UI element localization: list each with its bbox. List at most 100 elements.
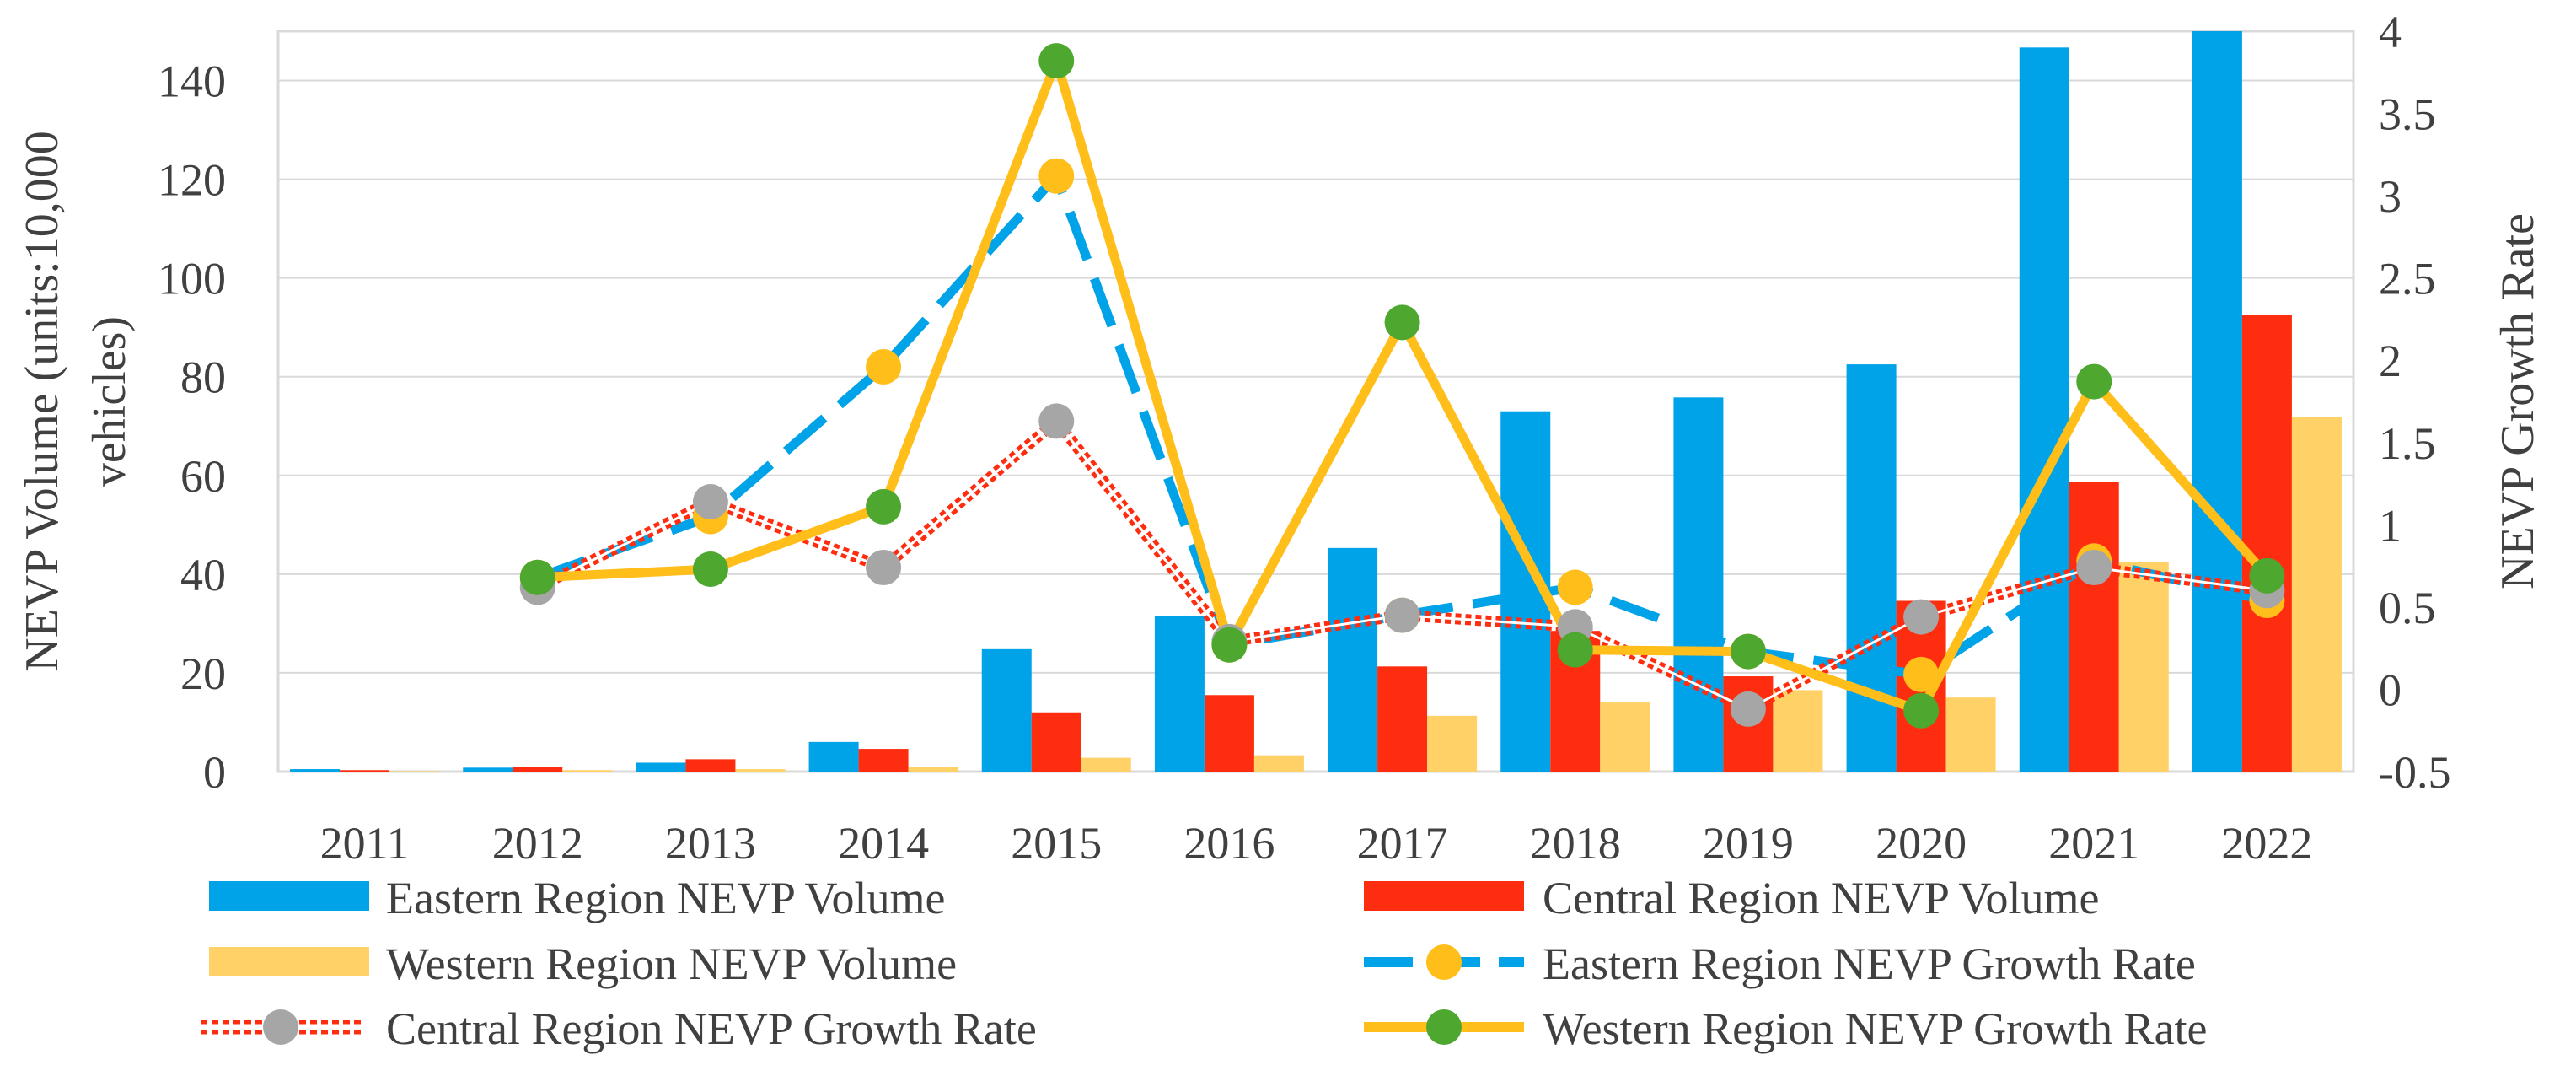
legend-marker-central-growth — [263, 1009, 298, 1045]
y-left-tick-label: 80 — [180, 352, 226, 403]
marker-eastern-growth-2015 — [1038, 158, 1075, 194]
marker-western-growth-2014 — [866, 488, 902, 525]
legend-label-eastern-growth: Eastern Region NEVP Growth Rate — [1543, 939, 2196, 989]
bar-western-2014 — [908, 767, 958, 772]
bar-western-2022 — [2291, 417, 2342, 772]
legend-item-eastern-volume: Eastern Region NEVP Volume — [209, 873, 945, 923]
legend-label-central-growth: Central Region NEVP Growth Rate — [386, 1003, 1037, 1054]
y-left-tick-label: 60 — [180, 451, 226, 502]
bar-central-2011 — [340, 770, 390, 772]
legend-item-central-growth: Central Region NEVP Growth Rate — [201, 1003, 1037, 1054]
marker-central-growth-2017 — [1384, 597, 1420, 633]
y-right-tick-label: 1.5 — [2379, 418, 2436, 469]
marker-western-growth-2018 — [1557, 632, 1593, 668]
marker-central-growth-2021 — [2076, 550, 2112, 586]
y-right-tick-label: -0.5 — [2379, 747, 2450, 798]
x-tick-label: 2015 — [1011, 818, 1102, 869]
marker-central-growth-2015 — [1038, 403, 1075, 439]
bar-central-2016 — [1204, 695, 1254, 772]
marker-central-growth-2013 — [692, 484, 728, 520]
line-central-growth — [534, 413, 2268, 716]
y-right-title: NEVP Growth Rate — [2492, 213, 2544, 589]
bar-western-2019 — [1773, 690, 1823, 772]
legend: Eastern Region NEVP Volume Central Regio… — [201, 873, 2208, 1054]
x-tick-label: 2011 — [320, 818, 410, 869]
x-tick-label: 2018 — [1530, 818, 1621, 869]
marker-eastern-growth-2020 — [1903, 656, 1940, 692]
y-right-tick-label: 3 — [2379, 171, 2402, 222]
legend-label-central-volume: Central Region NEVP Volume — [1543, 873, 2099, 923]
marker-central-growth-2019 — [1730, 691, 1766, 727]
bar-western-2020 — [1945, 697, 1996, 772]
x-tick-label: 2017 — [1357, 818, 1448, 869]
marker-eastern-growth-2014 — [866, 349, 902, 385]
legend-item-eastern-growth: Eastern Region NEVP Growth Rate — [1364, 939, 2196, 989]
bar-western-2021 — [2118, 562, 2169, 772]
x-tick-label: 2020 — [1876, 818, 1967, 869]
y-right-tick-label: 0 — [2379, 664, 2402, 715]
legend-swatch-eastern-volume — [209, 881, 369, 911]
bar-central-2017 — [1377, 666, 1428, 772]
bar-eastern-2011 — [290, 769, 341, 772]
x-tick-label: 2014 — [838, 818, 929, 869]
right-axis-ticks: -0.5 0 0.5 1 1.5 2 2.5 3 3.5 4 — [2379, 7, 2450, 798]
legend-item-western-volume: Western Region NEVP Volume — [209, 939, 957, 989]
x-tick-label: 2019 — [1703, 818, 1794, 869]
bar-central-2012 — [513, 767, 563, 772]
bar-central-2015 — [1031, 712, 1081, 772]
x-axis-ticks: 2011 2012 2013 2014 2015 2016 2017 2018 2019 2020… — [320, 818, 2313, 869]
marker-western-growth-2019 — [1730, 633, 1766, 670]
y-left-tick-label: 40 — [180, 550, 226, 600]
bar-eastern-2015 — [981, 648, 1032, 772]
bar-eastern-2021 — [2019, 47, 2069, 772]
growth-lines — [519, 43, 2285, 729]
marker-western-growth-2020 — [1903, 692, 1940, 729]
bar-eastern-2016 — [1154, 616, 1205, 772]
x-tick-label: 2022 — [2221, 818, 2312, 869]
marker-western-growth-2016 — [1211, 627, 1248, 663]
marker-western-growth-2017 — [1384, 304, 1420, 341]
y-left-tick-label: 100 — [158, 254, 226, 304]
y-left-title-line2: vehicles) — [83, 316, 136, 487]
bar-central-2013 — [685, 759, 736, 772]
legend-label-western-volume: Western Region NEVP Volume — [386, 939, 957, 989]
bars — [290, 31, 2342, 772]
y-left-tick-label: 140 — [158, 56, 226, 107]
line-eastern-growth — [535, 171, 2268, 680]
gridlines — [278, 79, 2353, 773]
legend-swatch-western-volume — [209, 947, 369, 976]
y-right-tick-label: 2 — [2379, 336, 2402, 386]
y-left-tick-label: 0 — [203, 747, 226, 798]
x-tick-label: 2012 — [492, 818, 583, 869]
bar-central-2014 — [858, 749, 909, 772]
marker-western-growth-2022 — [2249, 557, 2285, 594]
bar-western-2018 — [1600, 702, 1650, 772]
bar-eastern-2020 — [1846, 364, 1897, 772]
legend-marker-eastern-growth — [1426, 944, 1462, 980]
bar-eastern-2012 — [463, 767, 513, 772]
marker-western-growth-2013 — [692, 551, 728, 588]
left-axis-ticks: 0 20 40 60 80 100 120 140 — [158, 56, 226, 798]
marker-central-growth-2014 — [866, 550, 902, 586]
bar-eastern-2022 — [2192, 31, 2242, 772]
bar-western-2016 — [1253, 755, 1304, 772]
y-left-title: NEVP Volume (units:10,000 — [16, 131, 68, 671]
legend-item-central-volume: Central Region NEVP Volume — [1364, 873, 2099, 923]
y-right-tick-label: 1 — [2379, 500, 2402, 551]
marker-western-growth-2021 — [2076, 363, 2112, 400]
y-right-tick-label: 0.5 — [2379, 583, 2436, 633]
bar-central-2022 — [2241, 315, 2292, 772]
y-right-tick-label: 4 — [2379, 7, 2402, 57]
x-tick-label: 2013 — [665, 818, 756, 869]
legend-item-western-growth: Western Region NEVP Growth Rate — [1364, 1003, 2208, 1054]
bar-western-2013 — [735, 769, 786, 772]
line-central-growth-center — [537, 419, 2267, 711]
bar-eastern-2017 — [1328, 547, 1378, 772]
y-right-tick-label: 2.5 — [2379, 254, 2436, 304]
x-tick-label: 2016 — [1183, 818, 1275, 869]
bar-western-2015 — [1081, 757, 1131, 772]
x-tick-label: 2021 — [2048, 818, 2139, 869]
bar-central-2021 — [2069, 482, 2119, 772]
marker-central-growth-2020 — [1903, 599, 1940, 635]
